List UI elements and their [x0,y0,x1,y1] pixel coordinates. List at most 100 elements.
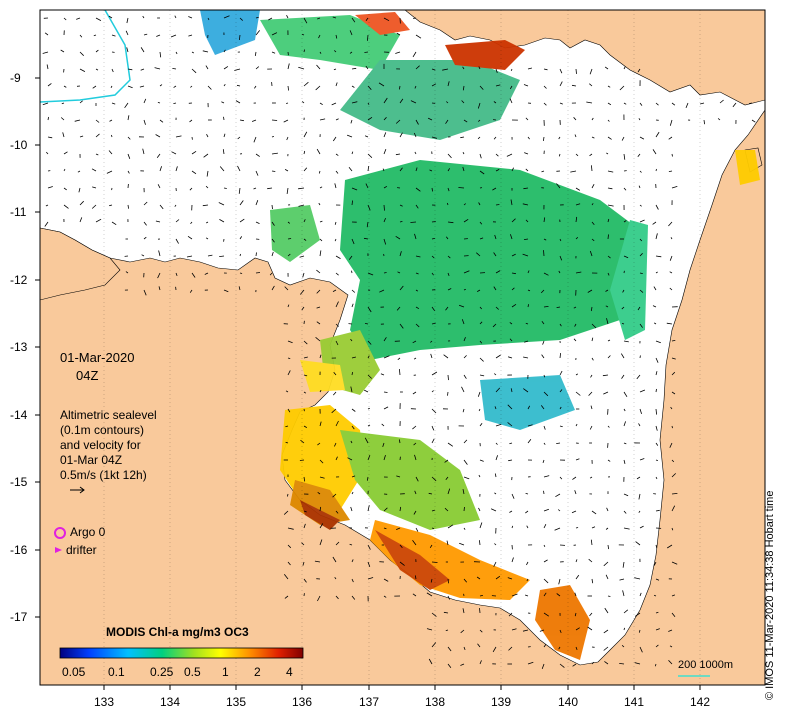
velocity-arrow [127,68,133,71]
velocity-arrow [317,442,321,446]
velocity-arrow [447,646,452,652]
x-tick-label: 138 [424,695,446,709]
y-tick-label: -12 [10,273,28,287]
velocity-arrow [671,391,676,395]
velocity-arrow [638,493,641,500]
velocity-arrow [283,574,289,580]
tick-marks [35,77,701,690]
velocity-arrow [431,408,437,414]
velocity-arrow [351,408,356,412]
velocity-arrow [399,167,403,172]
velocity-arrow [510,199,513,206]
velocity-arrow [479,423,483,427]
velocity-arrow [219,166,225,172]
velocity-arrow [335,272,339,276]
velocity-arrow [399,506,402,512]
velocity-arrow [351,101,358,104]
velocity-arrow [363,237,369,240]
velocity-arrow [108,15,113,19]
velocity-arrow [638,118,641,121]
velocity-arrow [671,594,676,597]
velocity-arrow [620,353,625,359]
velocity-arrow [495,387,501,393]
velocity-arrow [351,17,356,23]
velocity-arrow [383,117,387,121]
velocity-arrow [383,406,389,410]
velocity-arrow [590,306,593,312]
velocity-arrow [143,33,148,36]
velocity-arrow [431,187,433,192]
velocity-arrow [364,135,369,138]
velocity-arrow [412,593,417,597]
velocity-arrow [623,442,627,445]
velocity-arrow [431,68,436,71]
argo-label: Argo 0 [70,525,106,539]
velocity-arrow [382,442,385,448]
velocity-arrow [605,527,609,530]
velocity-arrow [315,85,321,91]
velocity-arrow [367,306,372,313]
velocity-arrow [333,371,337,376]
velocity-arrow [543,238,547,241]
velocity-arrow [383,185,388,189]
velocity-arrow [175,272,178,277]
velocity-arrow [431,390,434,393]
velocity-arrow [157,184,161,189]
velocity-arrow [431,255,435,259]
velocity-arrow [541,321,545,325]
velocity-arrow [543,544,546,547]
velocity-arrow [429,169,433,172]
velocity-arrow [543,592,547,597]
y-tick-label: -11 [10,205,27,219]
velocity-arrow [591,357,594,361]
velocity-arrow [159,204,164,210]
velocity-arrow [479,221,483,225]
velocity-arrow [318,202,321,206]
velocity-arrow [143,221,147,226]
velocity-arrow [367,454,371,461]
velocity-arrow [479,85,484,90]
velocity-arrow [366,476,369,481]
velocity-arrow [445,629,449,631]
velocity-arrow [493,101,497,104]
velocity-arrow [495,306,499,310]
velocity-arrow [189,289,193,293]
velocity-arrow [158,250,161,257]
velocity-arrow [415,527,419,532]
velocity-arrow [572,663,577,667]
velocity-arrow [399,251,402,257]
velocity-arrow [92,85,97,89]
velocity-arrow [365,65,369,70]
velocity-arrow [607,272,610,276]
velocity-arrow [511,303,517,308]
velocity-arrow [219,219,225,223]
velocity-arrow [591,661,595,665]
velocity-arrow [383,337,387,342]
x-tick-label: 134 [159,695,181,709]
velocity-arrow [479,595,483,597]
velocity-arrow [287,253,291,257]
velocity-arrow [237,165,241,172]
velocity-arrow [655,340,661,344]
velocity-arrow [655,544,658,549]
velocity-arrow [542,459,545,464]
velocity-arrow [317,491,321,495]
velocity-arrow [238,286,241,291]
velocity-arrow [332,556,337,563]
velocity-arrow [476,576,481,580]
velocity-arrow [495,442,498,445]
velocity-arrow [623,421,626,427]
velocity-arrow [126,47,129,53]
velocity-arrow [671,505,676,512]
velocity-arrow [506,153,513,157]
velocity-arrow [700,102,705,105]
velocity-arrow [47,136,53,139]
velocity-arrow [285,390,289,393]
velocity-arrow [219,255,225,257]
velocity-arrow [157,272,161,279]
velocity-arrow [271,285,275,291]
velocity-arrow [444,507,449,512]
velocity-arrow [507,404,513,410]
velocity-arrow [541,663,545,670]
velocity-arrow [399,544,403,549]
